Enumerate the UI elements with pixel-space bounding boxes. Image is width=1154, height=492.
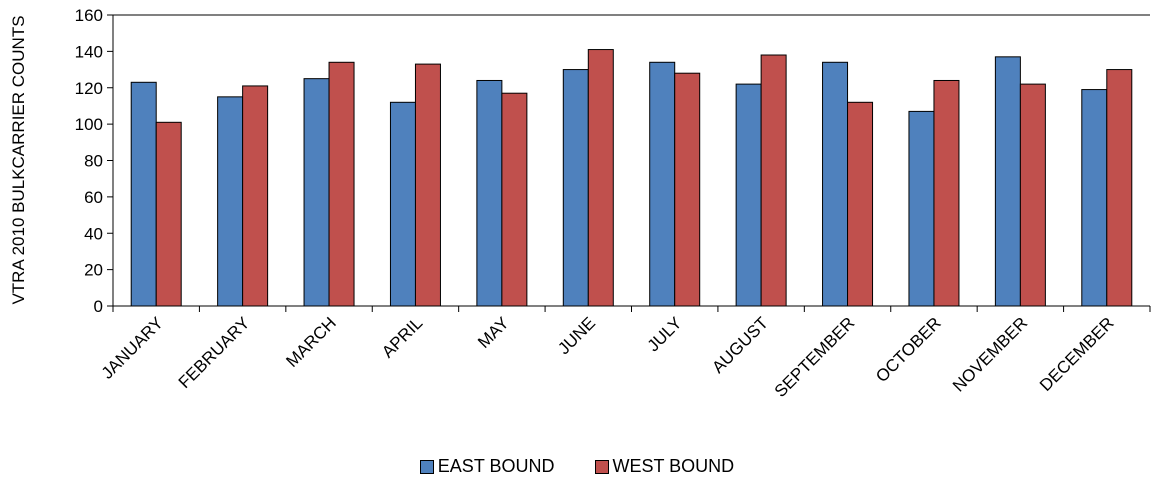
x-tick-label: DECEMBER xyxy=(1036,313,1118,395)
bar-east-bound-october xyxy=(908,110,935,307)
x-tick-label: APRIL xyxy=(378,313,426,361)
bar-west-bound-september xyxy=(847,101,874,307)
bar-west-bound-december xyxy=(1106,69,1133,307)
y-tick-label: 120 xyxy=(75,79,103,98)
y-tick-label: 0 xyxy=(94,297,103,316)
bar-west-bound-august xyxy=(760,54,787,307)
y-tick-label: 40 xyxy=(84,224,103,243)
bar-east-bound-march xyxy=(303,78,330,307)
x-tick-label: OCTOBER xyxy=(872,313,945,386)
legend-item-west-bound: WEST BOUND xyxy=(594,456,735,477)
bar-east-bound-january xyxy=(130,81,157,307)
y-tick-label: 100 xyxy=(75,115,103,134)
bar-east-bound-may xyxy=(476,79,503,307)
y-tick-label: 60 xyxy=(84,188,103,207)
axes xyxy=(112,14,1150,307)
legend-label-east-bound: EAST BOUND xyxy=(437,456,555,476)
x-tick-label: MARCH xyxy=(282,313,340,371)
bars xyxy=(130,49,1133,307)
bar-west-bound-october xyxy=(933,79,960,307)
x-tick-label: NOVEMBER xyxy=(949,313,1031,395)
bar-east-bound-december xyxy=(1081,89,1108,307)
bar-west-bound-july xyxy=(674,72,701,307)
x-tick-label: AUGUST xyxy=(708,313,772,377)
bar-west-bound-march xyxy=(328,61,355,307)
legend-item-east-bound: EAST BOUND xyxy=(419,456,555,477)
x-tick-label: FEBRUARY xyxy=(175,313,254,392)
bar-east-bound-september xyxy=(822,61,849,307)
y-tick-label: 140 xyxy=(75,42,103,61)
bar-west-bound-june xyxy=(587,49,614,307)
bar-west-bound-february xyxy=(242,85,269,307)
legend: EAST BOUND WEST BOUND xyxy=(0,456,1154,477)
x-tick-label: JANUARY xyxy=(98,313,167,382)
y-axis-title: VTRA 2010 BULKCARRIER COUNTS xyxy=(9,15,28,304)
legend-swatch-west-bound xyxy=(594,459,609,474)
x-axis-ticks: JANUARY FEBRUARY MARCH APRIL MAY JUNE JULY AUGU… xyxy=(98,306,1151,401)
bar-east-bound-august xyxy=(735,83,762,307)
bar-west-bound-november xyxy=(1019,83,1046,307)
bar-west-bound-april xyxy=(414,63,441,307)
bar-east-bound-april xyxy=(389,101,416,307)
bar-west-bound-may xyxy=(501,92,528,307)
x-tick-label: SEPTEMBER xyxy=(771,313,859,401)
y-tick-label: 80 xyxy=(84,152,103,171)
y-tick-label: 20 xyxy=(84,261,103,280)
bar-east-bound-february xyxy=(217,96,244,307)
bar-east-bound-july xyxy=(649,61,676,307)
bar-east-bound-november xyxy=(994,56,1021,307)
y-tick-label: 160 xyxy=(75,6,103,25)
bar-east-bound-june xyxy=(562,69,589,307)
legend-label-west-bound: WEST BOUND xyxy=(612,456,735,476)
legend-swatch-east-bound xyxy=(419,459,434,474)
x-tick-label: MAY xyxy=(474,313,513,352)
x-tick-label: JULY xyxy=(644,313,686,355)
x-tick-label: JUNE xyxy=(554,313,599,358)
bar-west-bound-january xyxy=(155,121,182,307)
y-axis-ticks: 0 20 40 60 80 100 120 140 160 xyxy=(75,6,113,316)
